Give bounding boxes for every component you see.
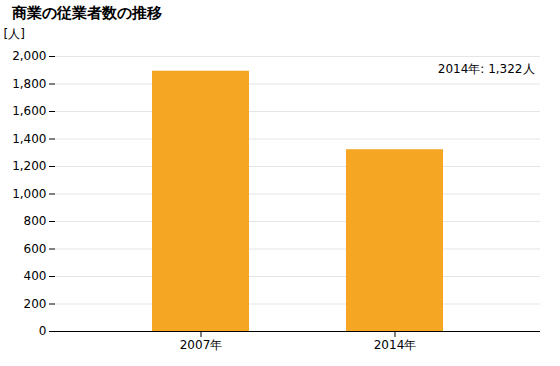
svg-text:1,000: 1,000 (12, 187, 46, 201)
svg-text:400: 400 (24, 269, 47, 283)
svg-text:2014年: 2014年 (374, 338, 417, 352)
svg-text:2007年: 2007年 (180, 338, 223, 352)
svg-text:1,400: 1,400 (12, 132, 46, 146)
svg-text:800: 800 (24, 214, 47, 228)
svg-text:1,200: 1,200 (12, 159, 46, 173)
svg-text:2,000: 2,000 (12, 49, 46, 63)
svg-text:1,600: 1,600 (12, 104, 46, 118)
svg-text:0: 0 (39, 324, 47, 338)
svg-text:2014年: 1,322人: 2014年: 1,322人 (438, 62, 535, 76)
svg-text:1,800: 1,800 (12, 77, 46, 91)
html-text:商業の従業者数の推移: 商業の従業者数の推移 (12, 4, 162, 22)
svg-text:[人]: [人] (4, 27, 25, 41)
svg-text:600: 600 (24, 242, 47, 256)
svg-text:200: 200 (24, 297, 47, 311)
